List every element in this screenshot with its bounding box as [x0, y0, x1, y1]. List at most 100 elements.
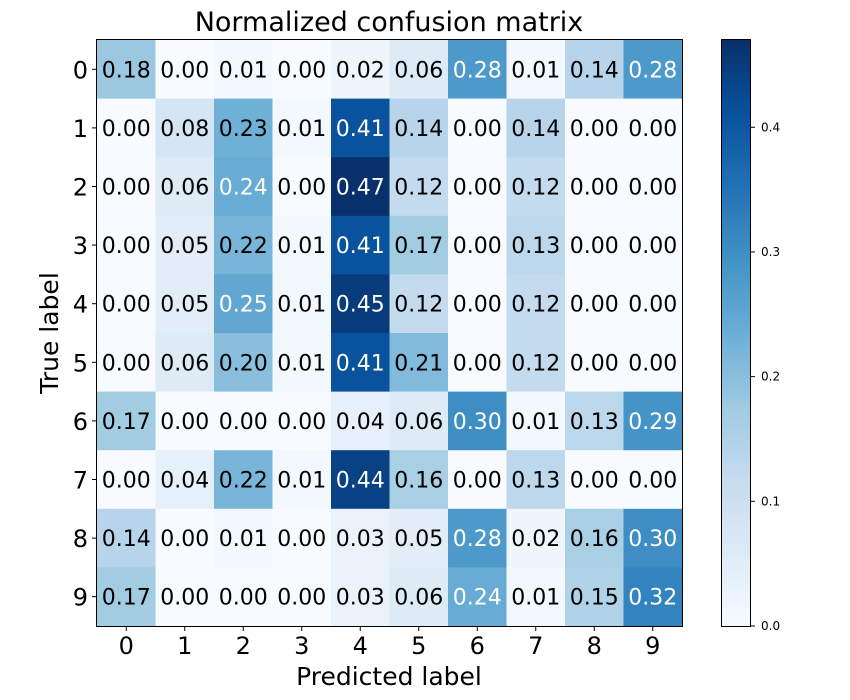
- heatmap-cell: [448, 98, 508, 158]
- heatmap-cell: [389, 450, 449, 510]
- heatmap-cell: [214, 215, 274, 275]
- heatmap-cell: [565, 391, 625, 451]
- heatmap-cell: [389, 98, 449, 158]
- heatmap-cell: [565, 274, 625, 334]
- cell-value-label: 0.28: [453, 58, 502, 83]
- cell-value-label: 0.04: [160, 469, 209, 494]
- cell-value-label: 0.00: [453, 117, 502, 142]
- cell-value-label: 0.00: [628, 234, 677, 259]
- cell-value-label: 0.06: [160, 351, 209, 376]
- cell-value-label: 0.00: [102, 176, 151, 201]
- x-axis-ticks: 0 1 2 3 4 5 6 7 8 9: [119, 626, 660, 660]
- heatmap-cell: [565, 157, 625, 217]
- cell-value-label: 0.45: [336, 293, 385, 318]
- cell-value-label: 0.13: [511, 469, 560, 494]
- cell-value-label: 0.29: [628, 410, 677, 435]
- cell-value-label: 0.12: [394, 176, 443, 201]
- cell-value-label: 0.00: [277, 410, 326, 435]
- cell-value-label: 0.00: [102, 469, 151, 494]
- heatmap-cell: [272, 157, 332, 217]
- x-tick-label: 7: [528, 632, 543, 660]
- cell-value-label: 0.12: [511, 293, 560, 318]
- cell-value-label: 0.01: [277, 351, 326, 376]
- heatmap-cell: [331, 333, 391, 393]
- colorbar-ticks: 0.0 0.1 0.2 0.3 0.4: [751, 120, 780, 633]
- heatmap-cell: [331, 508, 391, 568]
- heatmap-cell: [331, 274, 391, 334]
- cell-value-label: 0.24: [453, 586, 502, 611]
- heatmap-cell: [155, 274, 215, 334]
- heatmap-cell: [272, 508, 332, 568]
- heatmap-cell: [565, 508, 625, 568]
- x-tick-label: 3: [294, 632, 309, 660]
- cell-value-label: 0.06: [394, 410, 443, 435]
- colorbar: [721, 39, 751, 627]
- cell-value-label: 0.01: [277, 469, 326, 494]
- cell-value-label: 0.00: [160, 410, 209, 435]
- heatmap-cell: [155, 40, 215, 100]
- heatmap-cell: [389, 508, 449, 568]
- cell-value-label: 0.05: [160, 234, 209, 259]
- colorbar-tick-label: 0.4: [761, 120, 780, 134]
- heatmap-cell: [389, 215, 449, 275]
- heatmap-cell: [623, 450, 683, 510]
- cell-value-label: 0.12: [511, 351, 560, 376]
- heatmap-cell: [565, 567, 625, 627]
- cell-value-label: 0.01: [511, 586, 560, 611]
- heatmap-cell: [272, 450, 332, 510]
- heatmap-cell: [97, 508, 157, 568]
- heatmap-cell: [331, 567, 391, 627]
- heatmap-cell: [448, 508, 508, 568]
- heatmap-cell: [272, 391, 332, 451]
- cell-value-label: 0.01: [219, 58, 268, 83]
- heatmap-cell: [155, 157, 215, 217]
- y-tick-label: 5: [73, 349, 88, 377]
- cell-value-label: 0.00: [628, 351, 677, 376]
- heatmap-cell: [331, 98, 391, 158]
- heatmap-cell: [331, 391, 391, 451]
- y-tick-label: 7: [73, 467, 88, 495]
- heatmap-cell: [565, 450, 625, 510]
- cell-value-label: 0.30: [628, 527, 677, 552]
- cell-value-label: 0.22: [219, 234, 268, 259]
- cell-value-label: 0.01: [219, 527, 268, 552]
- cell-value-label: 0.44: [336, 469, 385, 494]
- cell-value-label: 0.00: [453, 176, 502, 201]
- heatmap-cell: [331, 40, 391, 100]
- heatmap-cell: [97, 450, 157, 510]
- heatmap-cell: [97, 333, 157, 393]
- heatmap-cell: [272, 40, 332, 100]
- cell-value-label: 0.00: [628, 469, 677, 494]
- heatmap-cell: [448, 450, 508, 510]
- x-tick-label: 1: [177, 632, 192, 660]
- cell-value-label: 0.00: [570, 117, 619, 142]
- heatmap-cell: [155, 391, 215, 451]
- heatmap-cell: [448, 157, 508, 217]
- x-tick-label: 5: [411, 632, 426, 660]
- chart-title: Normalized confusion matrix: [195, 7, 584, 38]
- cell-value-label: 0.41: [336, 351, 385, 376]
- cell-value-label: 0.15: [570, 586, 619, 611]
- heatmap-cell: [565, 40, 625, 100]
- cell-value-label: 0.22: [219, 469, 268, 494]
- cell-value-label: 0.00: [160, 586, 209, 611]
- heatmap-cell: [214, 98, 274, 158]
- cell-value-label: 0.00: [570, 293, 619, 318]
- heatmap-cell: [506, 215, 566, 275]
- heatmap-cell: [389, 274, 449, 334]
- cell-value-label: 0.02: [511, 527, 560, 552]
- cell-value-label: 0.00: [570, 176, 619, 201]
- cell-value-label: 0.00: [277, 58, 326, 83]
- heatmap-cell: [565, 333, 625, 393]
- cell-value-label: 0.00: [628, 176, 677, 201]
- cell-value-label: 0.00: [628, 117, 677, 142]
- heatmap-cell: [214, 40, 274, 100]
- x-tick-label: 4: [353, 632, 368, 660]
- cell-value-label: 0.14: [102, 527, 151, 552]
- cell-value-label: 0.00: [453, 234, 502, 259]
- cell-value-label: 0.01: [511, 58, 560, 83]
- heatmap-cell: [448, 333, 508, 393]
- x-tick-label: 6: [470, 632, 485, 660]
- y-tick-label: 4: [73, 291, 88, 319]
- heatmap-cell: [155, 567, 215, 627]
